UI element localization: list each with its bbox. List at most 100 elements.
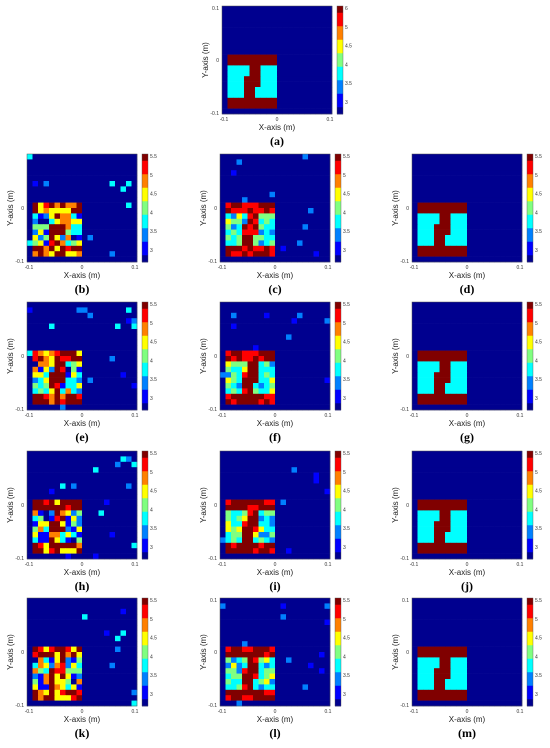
heatmap-cell — [65, 334, 72, 341]
heatmap-cell — [291, 202, 298, 209]
heatmap-cell — [93, 488, 99, 495]
heatmap-cell — [120, 175, 127, 182]
heatmap-cell — [308, 339, 314, 346]
heatmap-cell — [255, 43, 261, 50]
heatmap-cell — [511, 488, 517, 495]
heatmap-cell — [49, 404, 55, 411]
heatmap-cell — [38, 461, 44, 468]
heatmap-cell — [131, 372, 138, 378]
heatmap-cell — [32, 366, 39, 373]
heatmap-cell — [304, 108, 311, 115]
heatmap-cell — [417, 159, 424, 166]
heatmap-cell — [247, 208, 254, 214]
heatmap-cell — [242, 191, 248, 198]
heatmap-cell — [71, 251, 77, 257]
heatmap-cell — [450, 483, 457, 490]
colorbar-segment — [337, 91, 343, 95]
heatmap-cell — [247, 399, 254, 405]
heatmap-cell — [516, 213, 523, 220]
heatmap-cell — [269, 377, 276, 384]
colorbar-segment — [337, 39, 343, 43]
heatmap-cell — [489, 197, 495, 203]
heatmap-cell — [302, 542, 309, 549]
heatmap-cell — [76, 245, 83, 252]
colorbar-tick-label: 5.5 — [343, 154, 350, 160]
heatmap-cell — [467, 323, 473, 330]
heatmap-cell — [93, 461, 99, 468]
colorbar-segment — [337, 46, 343, 50]
heatmap-cell — [456, 170, 462, 176]
heatmap-cell — [104, 312, 110, 319]
heatmap-cell — [60, 456, 66, 463]
heatmap-cell — [242, 510, 248, 517]
heatmap-cell — [32, 393, 39, 400]
heatmap-cell — [32, 202, 39, 209]
heatmap-cell — [313, 451, 320, 457]
heatmap-cell — [98, 197, 105, 203]
heatmap-cell — [478, 159, 484, 166]
colorbar-segment — [142, 507, 148, 510]
heatmap-cell — [319, 404, 325, 411]
heatmap-cell — [324, 372, 331, 378]
heatmap-cell — [49, 377, 55, 384]
heatmap-cell — [104, 510, 110, 517]
heatmap-cell — [423, 334, 429, 341]
heatmap-cell — [242, 467, 248, 473]
heatmap-cell — [489, 510, 495, 517]
heatmap-cell — [60, 251, 66, 257]
heatmap-cell — [428, 307, 435, 314]
heatmap-cell — [60, 334, 66, 341]
heatmap-cell — [297, 366, 303, 373]
heatmap-cell — [236, 548, 243, 554]
heatmap-cell — [297, 461, 303, 468]
heatmap-cell — [87, 598, 94, 604]
heatmap-cell — [120, 229, 127, 236]
heatmap-cell — [412, 399, 418, 405]
heatmap-cell — [277, 97, 283, 104]
heatmap-cell — [236, 302, 243, 308]
heatmap-cell — [412, 186, 418, 193]
heatmap-cell — [439, 229, 446, 236]
heatmap-cell — [297, 537, 303, 544]
heatmap-cell — [291, 393, 298, 400]
heatmap-cell — [225, 532, 232, 538]
heatmap-cell — [467, 208, 473, 214]
heatmap-cell — [478, 245, 484, 252]
heatmap-cell — [65, 191, 72, 198]
heatmap-cell — [439, 235, 446, 241]
heatmap-cell — [126, 175, 132, 182]
heatmap-cell — [98, 175, 105, 182]
heatmap-cell — [434, 213, 440, 220]
colorbar-segment — [337, 109, 343, 113]
y-axis-title: Y-axis (m) — [199, 190, 208, 226]
heatmap-cell — [291, 240, 298, 247]
heatmap-cell — [516, 499, 523, 506]
heatmap-cell — [242, 377, 248, 384]
heatmap-cell — [104, 251, 110, 257]
heatmap-cell — [93, 679, 99, 685]
heatmap-cell — [483, 366, 490, 373]
heatmap-cell — [49, 399, 55, 405]
heatmap-cell — [104, 619, 110, 626]
heatmap-cell — [264, 175, 270, 182]
heatmap-cell — [260, 27, 267, 34]
heatmap-cell — [236, 350, 243, 357]
heatmap-cell — [297, 181, 303, 187]
heatmap-cell — [489, 494, 495, 500]
colorbar-segment — [337, 111, 343, 115]
heatmap-cell — [494, 521, 501, 527]
colorbar-frame — [334, 450, 342, 560]
heatmap-cell — [60, 312, 66, 319]
colorbar-segment — [142, 223, 148, 227]
heatmap-cell — [98, 229, 105, 236]
heatmap-cell — [288, 6, 294, 12]
colorbar-segment — [142, 455, 148, 459]
heatmap-cell — [277, 81, 283, 88]
colorbar-segment — [335, 317, 341, 321]
heatmap-cell — [472, 467, 479, 473]
heatmap-cell — [500, 235, 506, 241]
heatmap-cell — [76, 499, 83, 506]
heatmap-cell — [109, 339, 116, 346]
colorbar-segment — [142, 317, 148, 321]
heatmap-cell — [286, 404, 292, 411]
